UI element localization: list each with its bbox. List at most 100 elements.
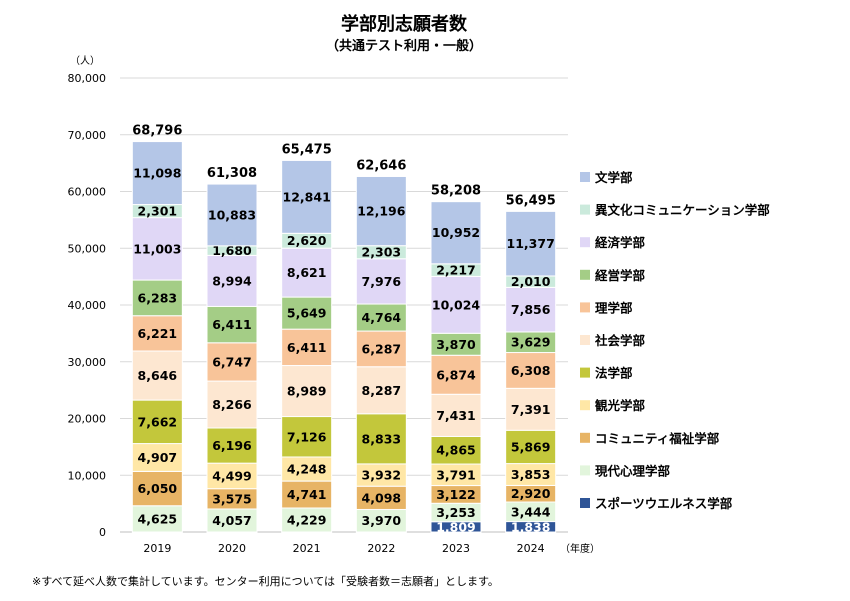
bar-segment xyxy=(355,258,407,305)
data-label: 7,431 xyxy=(436,408,476,423)
data-label: 4,098 xyxy=(362,490,402,505)
y-tick-label: 40,000 xyxy=(68,299,107,312)
data-label: 3,629 xyxy=(511,335,551,350)
bar-segment xyxy=(355,366,407,415)
data-label: 6,196 xyxy=(212,438,252,453)
data-label: 11,003 xyxy=(133,241,181,256)
x-tick-label: 2021 xyxy=(293,542,321,555)
data-label: 4,865 xyxy=(436,443,476,458)
bar-segment xyxy=(131,141,183,206)
y-tick-label: 0 xyxy=(99,526,106,539)
x-tick-label: 2019 xyxy=(143,542,171,555)
data-label: 10,024 xyxy=(432,297,481,312)
data-label: 8,646 xyxy=(138,368,178,383)
data-label: 12,841 xyxy=(283,189,331,204)
data-label: 4,741 xyxy=(287,487,327,502)
bar-segment xyxy=(355,330,407,368)
bar-segment xyxy=(281,365,333,418)
bar-totals: 68,796 61,308 65,475 62,646 58,208 56,495 xyxy=(132,124,556,209)
data-label: 6,411 xyxy=(212,317,252,332)
data-label: 6,221 xyxy=(138,326,178,341)
data-label: 8,833 xyxy=(362,431,402,446)
data-label: 2,620 xyxy=(287,233,327,248)
bar-segment xyxy=(281,456,333,482)
bar-segment xyxy=(430,393,482,437)
data-label: 6,283 xyxy=(138,290,178,305)
data-label: 1,838 xyxy=(511,519,551,534)
legend-swatch xyxy=(580,432,590,443)
x-axis-unit: （年度） xyxy=(560,542,600,555)
bar-segment xyxy=(206,427,258,464)
legend-swatch xyxy=(580,172,590,182)
data-label: 2,920 xyxy=(511,486,551,501)
legend-label: 法学部 xyxy=(595,366,633,381)
data-label: 3,444 xyxy=(511,504,551,519)
data-label: 8,621 xyxy=(287,265,327,280)
bar-segment xyxy=(206,183,258,247)
data-label: 4,907 xyxy=(138,450,178,465)
data-label: 7,662 xyxy=(138,414,178,429)
data-label: 11,377 xyxy=(507,236,555,251)
data-label: 8,994 xyxy=(212,273,252,288)
y-tick-label: 70,000 xyxy=(68,129,107,142)
bar-segment xyxy=(430,354,482,395)
data-label: 6,050 xyxy=(138,481,178,496)
data-label: 6,411 xyxy=(287,340,327,355)
chart-subtitle: （共通テスト利用・一般） xyxy=(326,38,482,54)
y-tick-label: 50,000 xyxy=(68,242,107,255)
total-label: 58,208 xyxy=(431,184,481,199)
legend-label: 文学部 xyxy=(595,170,633,185)
bar-segment xyxy=(206,462,258,490)
bar-segment xyxy=(281,247,333,298)
legend-label: コミュニティ福祉学部 xyxy=(595,431,720,446)
legend-label: スポーツウエルネス学部 xyxy=(595,496,733,511)
bar-segment xyxy=(430,275,482,334)
data-label: 2,301 xyxy=(138,204,178,219)
bar-segment xyxy=(206,342,258,382)
total-label: 61,308 xyxy=(207,166,257,181)
data-label: 4,499 xyxy=(212,468,252,483)
data-label: 2,010 xyxy=(511,274,551,289)
legend-swatch xyxy=(580,465,590,476)
data-label: 8,266 xyxy=(212,397,252,412)
data-label: 4,625 xyxy=(138,511,178,526)
bar-segment xyxy=(206,380,258,429)
legend-label: 社会学部 xyxy=(594,333,646,348)
legend-swatch xyxy=(580,302,590,313)
legend-swatch xyxy=(580,335,590,345)
bar-segment xyxy=(505,352,557,389)
bar-segment xyxy=(281,159,333,234)
bar-segment xyxy=(430,201,482,265)
data-label: 8,287 xyxy=(362,383,402,398)
data-label: 7,391 xyxy=(511,402,551,417)
data-label: 4,229 xyxy=(287,513,327,528)
data-label: 3,122 xyxy=(436,487,476,502)
data-label: 3,253 xyxy=(436,505,476,520)
total-label: 65,475 xyxy=(282,142,332,157)
y-tick-label: 30,000 xyxy=(68,356,107,369)
bar-segment xyxy=(430,435,482,465)
legend-swatch xyxy=(580,204,590,215)
bar-segment xyxy=(131,279,183,317)
x-tick-label: 2020 xyxy=(218,542,246,555)
bar-segment xyxy=(206,305,258,344)
y-tick-label: 60,000 xyxy=(68,186,107,199)
data-label: 4,248 xyxy=(287,462,327,477)
legend-swatch xyxy=(580,269,590,280)
data-label: 2,217 xyxy=(436,263,476,278)
bar-segment xyxy=(131,315,183,352)
bar-segment xyxy=(281,328,333,367)
bar-segment xyxy=(131,470,183,507)
legend-swatch xyxy=(580,367,590,378)
bar-segment xyxy=(131,399,183,445)
legend-swatch xyxy=(580,498,590,508)
data-label: 3,970 xyxy=(362,513,402,528)
data-label: 3,853 xyxy=(511,467,551,482)
data-label: 11,098 xyxy=(133,166,181,181)
legend-label: 経営学部 xyxy=(595,268,646,283)
bar-segment xyxy=(281,480,333,509)
legend-label: 異文化コミュニケーション学部 xyxy=(595,203,770,218)
chart-title: 学部別志願者数 xyxy=(341,13,468,35)
data-label: 10,952 xyxy=(432,225,480,240)
